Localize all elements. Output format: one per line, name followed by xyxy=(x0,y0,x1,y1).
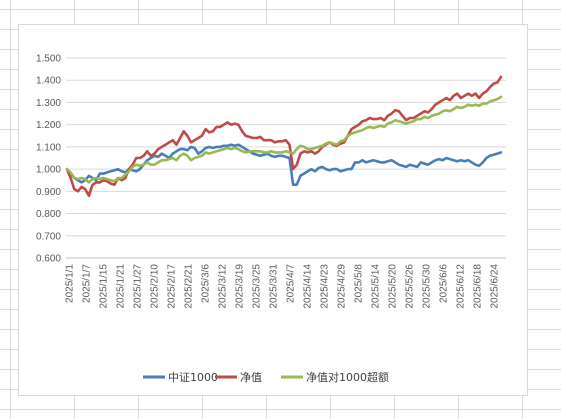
x-tick-label: 2025/5/20 xyxy=(388,264,399,309)
x-tick-label: 2025/2/21 xyxy=(184,264,195,309)
y-tick-label: 1.000 xyxy=(36,165,61,176)
x-tick-label: 2025/3/25 xyxy=(252,264,263,309)
x-tick-label: 2025/6/18 xyxy=(473,264,484,309)
x-tick-label: 2025/5/8 xyxy=(354,264,365,303)
x-tick-label: 2025/1/21 xyxy=(116,264,127,309)
series-line-0 xyxy=(65,143,503,186)
x-tick-label: 2025/3/12 xyxy=(218,264,229,309)
x-tick-label: 2025/5/14 xyxy=(371,264,382,309)
y-tick-label: 0.900 xyxy=(36,187,61,198)
x-tick-label: 2025/6/6 xyxy=(439,264,450,303)
y-tick-label: 1.400 xyxy=(36,76,61,87)
line-chart: 0.600 0.700 0.800 0.900 1.000 1.100 1.200 1.300… xyxy=(36,54,506,384)
x-tick-label: 2025/3/19 xyxy=(235,264,246,309)
y-tick-label: 1.200 xyxy=(36,120,61,131)
x-tick-label: 2025/2/10 xyxy=(150,264,161,309)
x-tick-label: 2025/1/27 xyxy=(133,264,144,309)
x-tick-label: 2025/1/15 xyxy=(99,264,110,309)
x-tick-label: 2025/5/26 xyxy=(405,264,416,309)
chart-area[interactable]: 0.600 0.700 0.800 0.900 1.000 1.100 1.200 1.300… xyxy=(18,24,528,396)
x-tick-label: 2025/6/12 xyxy=(456,264,467,309)
x-tick-label: 2025/4/7 xyxy=(286,264,297,303)
series-line-2 xyxy=(65,95,503,184)
y-tick-label: 1.100 xyxy=(36,142,61,153)
y-tick-label: 1.500 xyxy=(36,54,61,65)
legend-label: 净值对1000超额 xyxy=(306,370,389,384)
y-tick-label: 0.700 xyxy=(36,231,61,242)
y-tick-label: 0.600 xyxy=(36,254,61,265)
x-tick-label: 2025/6/24 xyxy=(490,264,501,309)
x-tick-label: 2025/1/1 xyxy=(65,264,76,303)
x-tick-label: 2025/4/14 xyxy=(303,264,314,309)
legend-label: 中证1000 xyxy=(168,371,218,384)
x-tick-label: 2025/3/6 xyxy=(201,264,212,303)
legend-label: 净值 xyxy=(240,370,262,384)
series-line-1 xyxy=(65,75,503,198)
x-tick-label: 2025/4/29 xyxy=(337,264,348,309)
x-tick-label: 2025/3/31 xyxy=(269,264,280,309)
y-tick-label: 1.300 xyxy=(36,98,61,109)
x-tick-label: 2025/1/7 xyxy=(82,264,93,303)
y-tick-label: 0.800 xyxy=(36,209,61,220)
x-tick-label: 2025/5/30 xyxy=(422,264,433,309)
x-tick-label: 2025/4/23 xyxy=(320,264,331,309)
x-tick-label: 2025/2/17 xyxy=(167,264,178,309)
